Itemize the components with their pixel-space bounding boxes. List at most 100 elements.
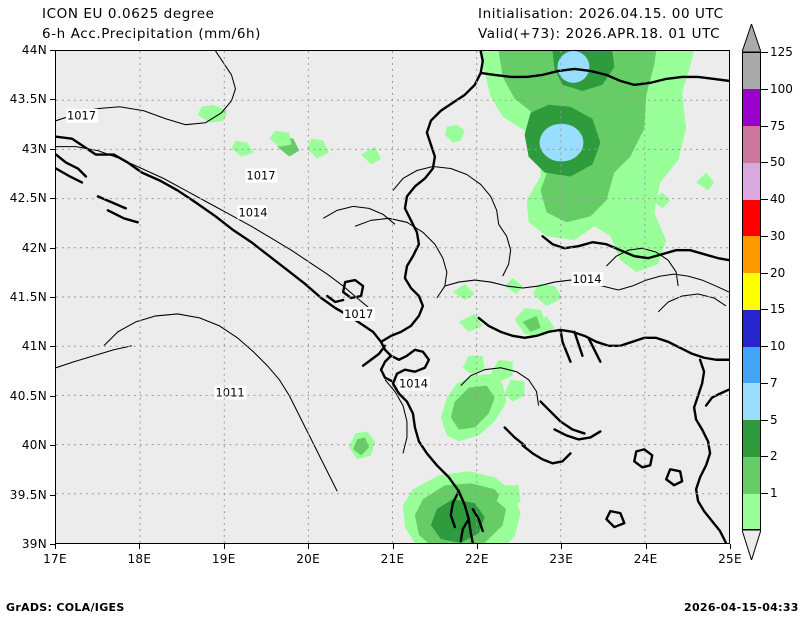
y-tick-44N: 44N bbox=[21, 43, 47, 57]
colorbar-label-30: 30 bbox=[770, 228, 786, 243]
colorbar-band-15 bbox=[742, 309, 761, 347]
colorbar-tick-7 bbox=[761, 382, 768, 384]
model-title: ICON EU 0.0625 degree bbox=[42, 6, 215, 22]
colorbar-below-min-cap bbox=[741, 529, 762, 562]
colorbar-tick-75 bbox=[761, 125, 768, 127]
colorbar-tick-30 bbox=[761, 235, 768, 237]
colorbar-tick-125 bbox=[761, 52, 768, 53]
colorbar-label-125: 125 bbox=[770, 45, 793, 59]
colorbar-band-7 bbox=[742, 382, 761, 421]
x-tick-19E: 19E bbox=[211, 552, 236, 566]
precipitation-map: 1017 1017 1014 1017 1011 bbox=[56, 51, 729, 543]
x-tick-22E: 22E bbox=[464, 552, 489, 566]
y-tick-mark bbox=[50, 148, 55, 150]
x-tick-mark bbox=[561, 544, 563, 549]
y-tick-41.5N: 41.5N bbox=[9, 290, 47, 304]
colorbar-band-1 bbox=[742, 493, 761, 531]
colorbar-band-50 bbox=[742, 162, 761, 200]
precipitation-shading bbox=[197, 51, 715, 543]
x-tick-mark bbox=[223, 544, 225, 549]
colorbar-band-30 bbox=[742, 235, 761, 274]
y-tick-42N: 42N bbox=[21, 240, 47, 255]
x-tick-mark bbox=[645, 544, 647, 549]
x-tick-17E: 17E bbox=[43, 552, 67, 566]
isobar-label-1014-nw-small: 1014 bbox=[237, 205, 268, 219]
colorbar[interactable]: 1 2 5 7 10 15 20 30 40 50 75 100 125 bbox=[741, 22, 793, 562]
x-tick-mark bbox=[139, 544, 141, 549]
colorbar-tick-1 bbox=[761, 493, 768, 495]
isobar-label-1017-nw: 1017 bbox=[65, 109, 98, 123]
footer-credit: GrADS: COLA/IGES bbox=[6, 601, 125, 614]
grid-lines bbox=[56, 51, 729, 543]
colorbar-above-max-cap bbox=[741, 22, 762, 53]
initialisation-time: Initialisation: 2026.04.15. 00 UTC bbox=[478, 6, 724, 22]
colorbar-tick-100 bbox=[761, 88, 768, 90]
colorbar-tick-50 bbox=[761, 162, 768, 164]
colorbar-band-125 bbox=[742, 52, 761, 90]
svg-text:1014: 1014 bbox=[399, 377, 428, 391]
isobar-label-1014-south: 1014 bbox=[397, 377, 430, 391]
y-tick-40N: 40N bbox=[21, 438, 47, 453]
colorbar-band-2 bbox=[742, 456, 761, 494]
y-tick-mark bbox=[50, 544, 55, 545]
colorbar-label-100: 100 bbox=[770, 81, 793, 96]
field-title: 6-h Acc.Precipitation (mm/6h) bbox=[42, 26, 262, 42]
footer-timestamp: 2026-04-15-04:33 bbox=[684, 601, 799, 614]
x-tick-mark bbox=[308, 544, 310, 549]
colorbar-tick-20 bbox=[761, 272, 768, 274]
x-tick-mark bbox=[55, 544, 56, 549]
y-tick-mark bbox=[50, 494, 55, 496]
colorbar-band-10 bbox=[742, 346, 761, 384]
map-plot-area: 1017 1017 1014 1017 1011 bbox=[55, 50, 730, 544]
colorbar-band-40 bbox=[742, 199, 761, 237]
colorbar-label-2: 2 bbox=[770, 449, 778, 464]
svg-text:1017: 1017 bbox=[344, 307, 373, 321]
colorbar-label-75: 75 bbox=[770, 118, 786, 133]
y-tick-mark bbox=[50, 395, 55, 397]
x-tick-mark bbox=[730, 544, 731, 549]
x-tick-21E: 21E bbox=[380, 552, 405, 566]
isobar-labels: 1017 1017 1014 1017 1011 bbox=[65, 109, 604, 400]
chart-header: ICON EU 0.0625 degree 6-h Acc.Precipitat… bbox=[0, 0, 800, 46]
x-tick-25E: 25E bbox=[718, 552, 742, 566]
colorbar-band-20 bbox=[742, 272, 761, 310]
y-tick-mark bbox=[50, 346, 55, 348]
colorbar-tick-40 bbox=[761, 199, 768, 201]
colorbar-label-20: 20 bbox=[770, 265, 786, 280]
y-tick-mark bbox=[50, 247, 55, 249]
colorbar-label-5: 5 bbox=[770, 412, 778, 427]
svg-text:1014: 1014 bbox=[238, 205, 267, 219]
colorbar-tick-10 bbox=[761, 346, 768, 348]
y-tick-40.5N: 40.5N bbox=[9, 388, 47, 403]
colorbar-band-5 bbox=[742, 419, 761, 457]
isobar-label-1011-west: 1011 bbox=[214, 386, 247, 400]
svg-text:1017: 1017 bbox=[246, 168, 275, 182]
x-tick-18E: 18E bbox=[127, 552, 152, 566]
y-tick-mark bbox=[50, 99, 55, 101]
colorbar-label-15: 15 bbox=[770, 302, 786, 317]
colorbar-tick-15 bbox=[761, 309, 768, 311]
x-tick-mark bbox=[392, 544, 394, 549]
isobar-label-1014-east: 1014 bbox=[571, 272, 604, 286]
svg-text:1017: 1017 bbox=[67, 109, 96, 123]
y-tick-43.5N: 43.5N bbox=[9, 92, 47, 107]
valid-time: Valid(+73): 2026.APR.18. 01 UTC bbox=[478, 26, 721, 42]
y-tick-mark bbox=[50, 445, 55, 447]
y-tick-39.5N: 39.5N bbox=[9, 487, 47, 502]
isobar-label-1017-central-north: 1017 bbox=[245, 168, 278, 182]
y-tick-mark bbox=[50, 198, 55, 200]
colorbar-label-7: 7 bbox=[770, 375, 778, 390]
x-tick-20E: 20E bbox=[296, 552, 320, 566]
colorbar-tick-5 bbox=[761, 419, 768, 421]
colorbar-label-1: 1 bbox=[770, 486, 778, 501]
colorbar-band-75 bbox=[742, 125, 761, 163]
isobar-label-1017-centre: 1017 bbox=[343, 307, 376, 321]
colorbar-tick-2 bbox=[761, 456, 768, 458]
y-tick-43N: 43N bbox=[21, 141, 47, 156]
x-tick-mark bbox=[476, 544, 478, 549]
y-tick-42.5N: 42.5N bbox=[9, 191, 47, 206]
y-tick-41N: 41N bbox=[21, 339, 47, 354]
colorbar-band-100 bbox=[742, 88, 761, 127]
y-tick-mark bbox=[50, 50, 55, 51]
colorbar-label-50: 50 bbox=[770, 155, 786, 170]
